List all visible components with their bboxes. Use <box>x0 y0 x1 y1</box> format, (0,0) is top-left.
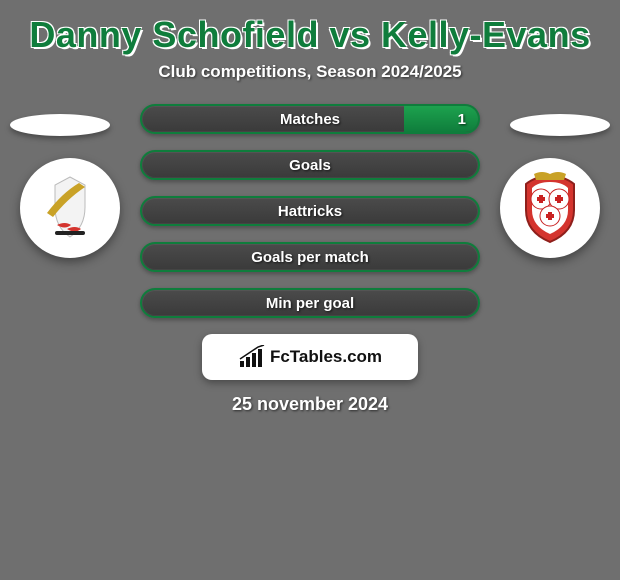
stat-value-right: 1 <box>458 111 466 128</box>
brand-text: FcTables.com <box>270 347 382 367</box>
stat-fill-right <box>404 106 478 132</box>
comparison-stage: Matches 1 Goals Hattricks Goals per matc… <box>0 104 620 415</box>
page-title: Danny Schofield vs Kelly-Evans <box>0 0 620 62</box>
stat-bar-matches: Matches 1 <box>140 104 480 134</box>
doncaster-crest-icon <box>27 165 113 251</box>
team-left-crest <box>20 158 120 258</box>
team-right-crest <box>500 158 600 258</box>
kettering-crest-icon <box>504 162 596 254</box>
left-pedestal <box>10 114 110 136</box>
date-line: 25 november 2024 <box>0 394 620 415</box>
subtitle: Club competitions, Season 2024/2025 <box>0 62 620 82</box>
stat-bar-hattricks: Hattricks <box>140 196 480 226</box>
stats-list: Matches 1 Goals Hattricks Goals per matc… <box>140 104 480 318</box>
stat-label: Goals per match <box>251 249 369 266</box>
brand-box[interactable]: FcTables.com <box>202 334 418 380</box>
stat-bar-goals: Goals <box>140 150 480 180</box>
right-pedestal <box>510 114 610 136</box>
stat-label: Matches <box>280 111 340 128</box>
fctables-logo-icon <box>238 345 266 369</box>
stat-label: Min per goal <box>266 295 354 312</box>
stat-bar-goals-per-match: Goals per match <box>140 242 480 272</box>
stat-label: Hattricks <box>278 203 342 220</box>
stat-label: Goals <box>289 157 331 174</box>
stat-bar-min-per-goal: Min per goal <box>140 288 480 318</box>
